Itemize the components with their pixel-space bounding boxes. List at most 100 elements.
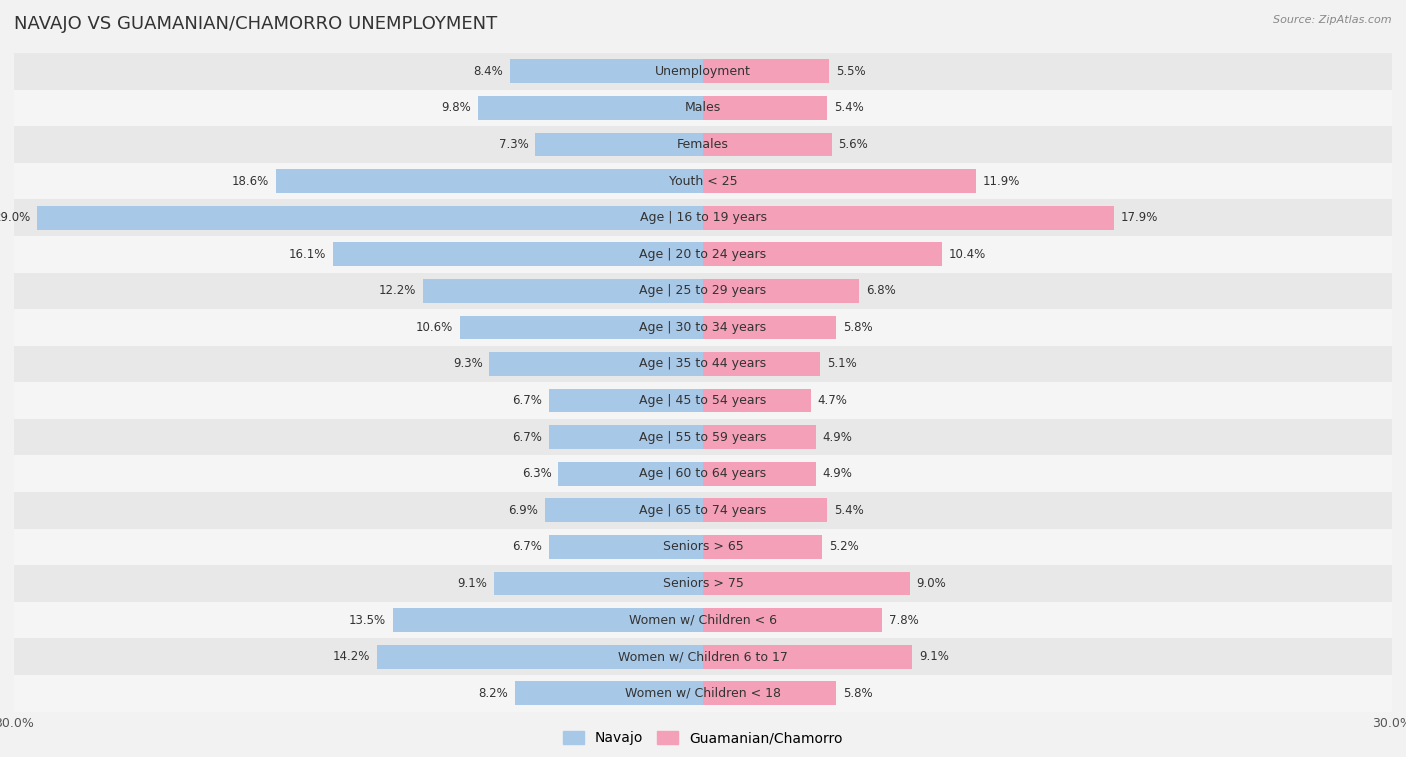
Text: 8.2%: 8.2% <box>478 687 508 699</box>
Text: Age | 45 to 54 years: Age | 45 to 54 years <box>640 394 766 407</box>
Text: 9.1%: 9.1% <box>457 577 486 590</box>
Text: 9.1%: 9.1% <box>920 650 949 663</box>
Bar <box>14 419 1392 456</box>
Bar <box>14 309 1392 346</box>
Bar <box>478 96 703 120</box>
Bar <box>377 645 703 668</box>
Text: 17.9%: 17.9% <box>1121 211 1159 224</box>
Text: 11.9%: 11.9% <box>983 175 1021 188</box>
Text: 18.6%: 18.6% <box>232 175 269 188</box>
Text: 5.5%: 5.5% <box>837 65 866 78</box>
Bar <box>703 352 820 376</box>
Bar <box>14 236 1392 273</box>
Bar <box>14 163 1392 199</box>
Legend: Navajo, Guamanian/Chamorro: Navajo, Guamanian/Chamorro <box>558 726 848 751</box>
Bar <box>703 206 1114 229</box>
Text: 5.1%: 5.1% <box>827 357 856 370</box>
Bar <box>703 242 942 266</box>
Text: Age | 65 to 74 years: Age | 65 to 74 years <box>640 504 766 517</box>
Bar <box>550 535 703 559</box>
Bar <box>276 169 703 193</box>
Text: Source: ZipAtlas.com: Source: ZipAtlas.com <box>1274 15 1392 25</box>
Bar <box>544 498 703 522</box>
Text: 6.8%: 6.8% <box>866 285 896 298</box>
Bar <box>14 602 1392 638</box>
Text: 7.8%: 7.8% <box>889 614 918 627</box>
Text: 9.3%: 9.3% <box>453 357 482 370</box>
Text: Women w/ Children < 6: Women w/ Children < 6 <box>628 614 778 627</box>
Text: 8.4%: 8.4% <box>474 65 503 78</box>
Text: 13.5%: 13.5% <box>349 614 387 627</box>
Text: Age | 25 to 29 years: Age | 25 to 29 years <box>640 285 766 298</box>
Bar <box>494 572 703 596</box>
Bar <box>550 425 703 449</box>
Text: Age | 60 to 64 years: Age | 60 to 64 years <box>640 467 766 480</box>
Text: Age | 35 to 44 years: Age | 35 to 44 years <box>640 357 766 370</box>
Text: 4.9%: 4.9% <box>823 431 852 444</box>
Bar <box>392 608 703 632</box>
Bar <box>550 388 703 413</box>
Bar <box>536 132 703 157</box>
Bar <box>703 169 976 193</box>
Text: 9.0%: 9.0% <box>917 577 946 590</box>
Text: Seniors > 75: Seniors > 75 <box>662 577 744 590</box>
Text: 5.6%: 5.6% <box>838 138 869 151</box>
Bar <box>703 96 827 120</box>
Bar <box>14 638 1392 675</box>
Bar <box>703 279 859 303</box>
Text: 7.3%: 7.3% <box>499 138 529 151</box>
Text: Age | 55 to 59 years: Age | 55 to 59 years <box>640 431 766 444</box>
Bar <box>14 53 1392 89</box>
Text: Age | 16 to 19 years: Age | 16 to 19 years <box>640 211 766 224</box>
Text: Males: Males <box>685 101 721 114</box>
Text: Age | 30 to 34 years: Age | 30 to 34 years <box>640 321 766 334</box>
Bar <box>14 675 1392 712</box>
Text: 4.7%: 4.7% <box>818 394 848 407</box>
Bar <box>510 59 703 83</box>
Text: Women w/ Children 6 to 17: Women w/ Children 6 to 17 <box>619 650 787 663</box>
Text: Unemployment: Unemployment <box>655 65 751 78</box>
Bar <box>423 279 703 303</box>
Bar <box>703 572 910 596</box>
Text: 9.8%: 9.8% <box>441 101 471 114</box>
Bar <box>14 199 1392 236</box>
Bar <box>558 462 703 486</box>
Bar <box>460 316 703 339</box>
Text: 29.0%: 29.0% <box>0 211 30 224</box>
Text: 10.4%: 10.4% <box>949 248 986 260</box>
Text: 5.8%: 5.8% <box>844 687 873 699</box>
Bar <box>703 59 830 83</box>
Text: 16.1%: 16.1% <box>290 248 326 260</box>
Bar <box>703 498 827 522</box>
Text: 6.7%: 6.7% <box>512 431 543 444</box>
Bar <box>703 535 823 559</box>
Text: 5.4%: 5.4% <box>834 101 863 114</box>
Text: 4.9%: 4.9% <box>823 467 852 480</box>
Bar <box>703 608 882 632</box>
Text: Seniors > 65: Seniors > 65 <box>662 540 744 553</box>
Bar <box>703 681 837 706</box>
Bar <box>703 462 815 486</box>
Bar <box>703 425 815 449</box>
Text: 5.2%: 5.2% <box>830 540 859 553</box>
Bar <box>14 346 1392 382</box>
Text: Women w/ Children < 18: Women w/ Children < 18 <box>626 687 780 699</box>
Text: 5.4%: 5.4% <box>834 504 863 517</box>
Bar <box>14 89 1392 126</box>
Bar <box>14 492 1392 528</box>
Bar <box>14 126 1392 163</box>
Bar <box>703 132 831 157</box>
Text: Females: Females <box>678 138 728 151</box>
Text: 6.9%: 6.9% <box>508 504 537 517</box>
Bar <box>14 382 1392 419</box>
Bar <box>14 456 1392 492</box>
Text: 5.8%: 5.8% <box>844 321 873 334</box>
Text: Youth < 25: Youth < 25 <box>669 175 737 188</box>
Text: 12.2%: 12.2% <box>378 285 416 298</box>
Bar <box>333 242 703 266</box>
Bar <box>14 528 1392 565</box>
Text: 6.3%: 6.3% <box>522 467 551 480</box>
Bar <box>14 273 1392 309</box>
Bar <box>703 388 811 413</box>
Text: NAVAJO VS GUAMANIAN/CHAMORRO UNEMPLOYMENT: NAVAJO VS GUAMANIAN/CHAMORRO UNEMPLOYMEN… <box>14 15 498 33</box>
